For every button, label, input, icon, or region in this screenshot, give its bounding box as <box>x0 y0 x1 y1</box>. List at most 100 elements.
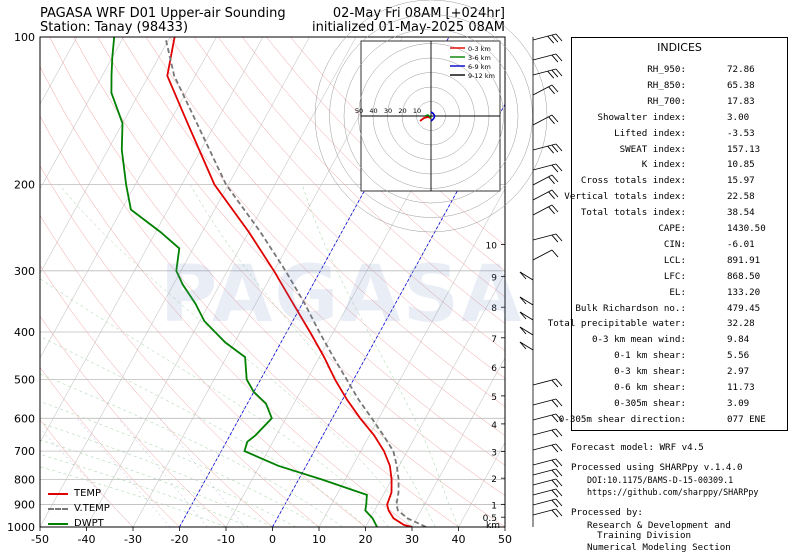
index-value: 15.97 <box>727 175 755 187</box>
wind-barb-flag <box>519 271 527 280</box>
isotherm-line <box>318 188 505 527</box>
height-tick-label: 3 <box>491 448 497 458</box>
wind-barb-staff <box>532 33 557 41</box>
index-value: 32.28 <box>727 318 755 330</box>
index-value: 3.09 <box>727 397 750 409</box>
index-row: 0-6 km shear: 11.73 <box>572 380 787 395</box>
wind-barb-staff <box>532 498 557 506</box>
wind-barb-flag <box>555 468 563 477</box>
legend-item-vtemp: V.TEMP <box>44 501 110 516</box>
index-row: EL: 133.20 <box>572 285 787 300</box>
wind-barb-staff <box>532 458 557 466</box>
mixing-ratio-line <box>160 418 245 527</box>
wind-barb-staff <box>532 204 553 216</box>
wind-barb-staff <box>519 296 534 306</box>
wind-barb-flag <box>551 189 559 198</box>
dry-adiabat <box>49 37 505 527</box>
dry-adiabat <box>97 37 505 466</box>
profile-vtemp <box>164 37 427 527</box>
wind-barb-staff <box>532 413 557 421</box>
isotherm-line <box>40 37 217 359</box>
height-tick-label: 4 <box>491 421 497 431</box>
pressure-tick-label: 700 <box>14 445 35 458</box>
isotherm-line <box>40 37 264 444</box>
wind-barb-flag <box>551 429 559 438</box>
wind-barb-flag <box>555 398 563 407</box>
isotherm-line <box>458 441 505 527</box>
wind-barb-flag <box>547 145 555 154</box>
index-value: 65.38 <box>727 79 755 91</box>
index-value: 1430.50 <box>727 223 766 234</box>
wind-barb-flag <box>548 206 555 215</box>
wind-barb-staff <box>532 68 557 76</box>
wind-barb-flag <box>519 311 527 320</box>
legend-item-dwpt: DWPT <box>44 516 110 531</box>
wind-barb-flag <box>555 478 563 487</box>
mixing-ratio-line <box>118 418 208 527</box>
index-row: 0-305m shear: 3.09 <box>572 396 787 411</box>
wind-barb-flag <box>555 443 563 452</box>
index-label: RH_700: <box>647 95 686 107</box>
division-line-1: Research & Development and <box>587 520 731 531</box>
pressure-tick-label: 400 <box>14 326 35 339</box>
pressure-tick-label: 600 <box>14 412 35 425</box>
sounding-title: PAGASA WRF D01 Upper-air Sounding <box>40 6 286 21</box>
hodograph-legend-label: 0-3 km <box>468 45 491 53</box>
wind-barb-staff <box>532 189 553 201</box>
pressure-tick-label: 900 <box>14 499 35 512</box>
wind-barb-staff <box>532 143 557 151</box>
hodograph-legend-label: 3-6 km <box>468 54 491 62</box>
index-value: 077 ENE <box>727 413 766 425</box>
index-row: K index: 10.85 <box>572 157 787 172</box>
index-value: 10.85 <box>727 159 755 171</box>
wind-barb-flag <box>551 114 559 123</box>
wind-barb-flag <box>551 459 559 468</box>
index-label: 0-1 km shear: <box>614 350 686 362</box>
profile-dwpt <box>110 37 378 527</box>
index-row: LCL: 891.91 <box>572 253 787 268</box>
isotherm-line <box>40 37 310 527</box>
index-label: CIN: <box>663 238 686 250</box>
isotherm-line <box>411 357 505 527</box>
hodograph-ring-label: 10 <box>413 107 421 115</box>
index-row: Showalter index: 3.00 <box>572 110 787 125</box>
wind-barb-flag <box>519 326 527 335</box>
index-label: LFC: <box>663 270 686 282</box>
index-value: 3.00 <box>727 111 750 123</box>
temp-tick-label: 30 <box>405 533 419 546</box>
index-row: CIN: -6.01 <box>572 237 787 252</box>
wind-barb-flag <box>551 444 559 453</box>
wind-barb-flag <box>547 70 555 79</box>
index-row: RH_950: 72.86 <box>572 62 787 77</box>
pressure-tick-label: 200 <box>14 179 35 192</box>
moist-adiabat <box>40 422 296 527</box>
height-tick-label: 7 <box>491 335 497 345</box>
wind-barb-staff <box>532 478 557 486</box>
pressure-tick-label: 500 <box>14 373 35 386</box>
init-time: initialized 01-May-2025 08AM <box>311 20 505 35</box>
height-tick-label: 9 <box>491 273 497 283</box>
wind-barb-flag <box>551 399 559 408</box>
wind-barb-flag <box>555 143 563 152</box>
dry-adiabat <box>145 37 505 407</box>
temp-tick-label: -40 <box>78 533 96 546</box>
legend-item-temp: TEMP <box>44 486 110 501</box>
wind-barb-flag <box>551 489 559 498</box>
hodograph-ring-label: 40 <box>369 107 377 115</box>
dry-adiabat <box>40 65 459 527</box>
wind-barb-flag <box>548 86 555 95</box>
moist-adiabat <box>58 184 413 527</box>
index-value: 17.83 <box>727 95 755 107</box>
station-name: Station: Tanay (98433) <box>40 20 189 35</box>
wind-barb-staff <box>519 326 534 336</box>
index-value: 868.50 <box>727 270 761 282</box>
wind-barb-flag <box>555 498 563 507</box>
wind-barb-staff <box>532 468 557 476</box>
wind-barb-flag <box>551 469 559 478</box>
wind-barb-flag <box>548 176 555 185</box>
index-row: LFC: 868.50 <box>572 269 787 284</box>
index-label: 0-305m shear direction: <box>558 413 686 425</box>
pressure-tick-label: 800 <box>14 474 35 487</box>
wind-barb-flag <box>555 68 563 77</box>
division-line-2: Training Division <box>597 530 692 541</box>
